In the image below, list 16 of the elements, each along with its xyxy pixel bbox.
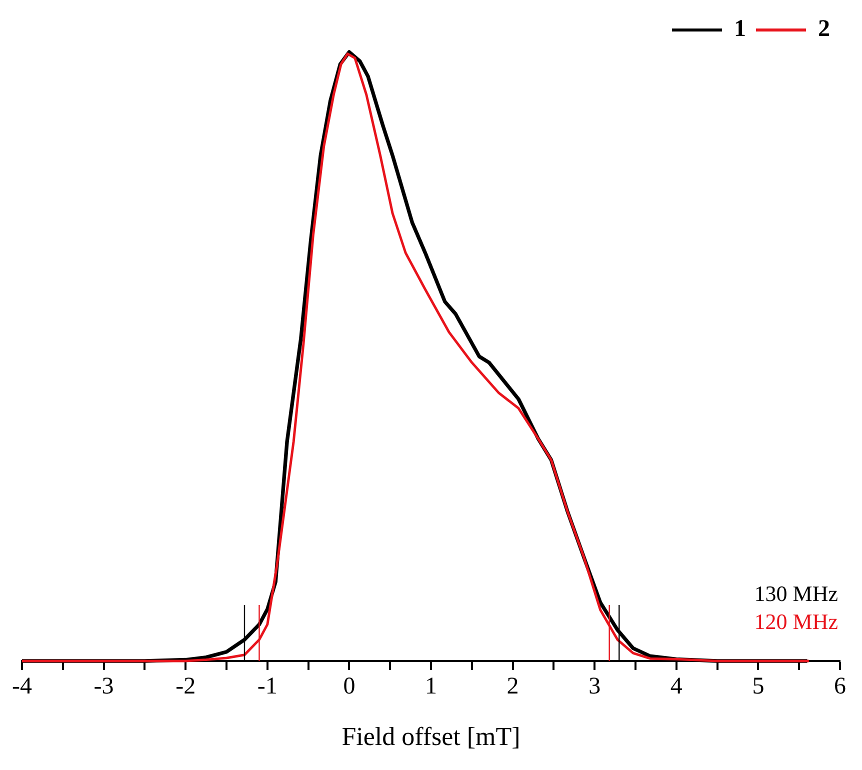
legend-label: 1 xyxy=(734,16,746,42)
x-tick-label: 2 xyxy=(506,674,519,700)
x-tick-label: 5 xyxy=(752,674,764,700)
x-tick-label: 6 xyxy=(834,674,846,700)
x-tick-label: 1 xyxy=(425,674,437,700)
x-tick-label: 4 xyxy=(670,674,682,700)
x-tick-label: 0 xyxy=(343,674,356,700)
x-tick-label: -4 xyxy=(12,674,32,700)
x-axis-title: Field offset [mT] xyxy=(342,722,520,752)
annotation: 120 MHz xyxy=(754,609,838,634)
x-tick-label: 3 xyxy=(588,674,601,700)
x-tick-label: -2 xyxy=(176,674,196,700)
x-tick-label: -1 xyxy=(257,674,278,700)
x-tick-label: -3 xyxy=(94,674,114,700)
legend-label: 2 xyxy=(818,16,830,42)
annotation: 130 MHz xyxy=(754,581,838,606)
